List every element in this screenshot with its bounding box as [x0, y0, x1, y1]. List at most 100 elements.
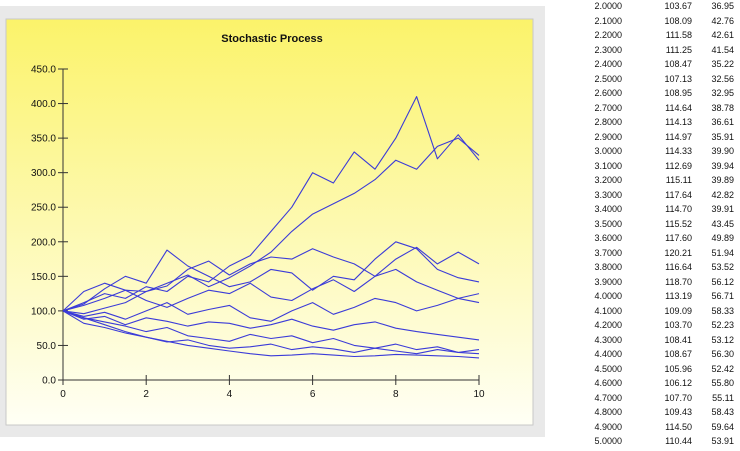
plot-background: [5, 18, 534, 426]
series-line-7: [62, 310, 480, 341]
x-tick-label: 10: [473, 389, 485, 400]
table-cell: 2.2000: [594, 30, 622, 40]
table-cell: 39.94: [711, 160, 734, 171]
table-row: 4.7000 107.70 55.11: [566, 393, 740, 408]
table-cell: 118.70: [665, 276, 692, 287]
table-cell: 117.60: [665, 233, 692, 243]
table-cell: 56.71: [711, 291, 734, 301]
table-cell: 4.8000: [594, 407, 622, 417]
table-cell: 114.33: [665, 146, 692, 156]
table-cell: 53.91: [711, 436, 734, 446]
series-line-3: [62, 246, 480, 315]
y-tick-label: 100.0: [31, 306, 56, 317]
series-line-9: [62, 310, 480, 355]
series-line-1: [62, 96, 480, 312]
table-cell: 2.0000: [594, 1, 622, 11]
table-cell: 107.13: [664, 73, 692, 84]
table-cell: 51.94: [711, 247, 734, 258]
table-cell: 2.7000: [594, 102, 622, 113]
table-cell: 109.09: [664, 305, 692, 316]
table-cell: 56.30: [711, 349, 734, 359]
table-cell: 112.69: [665, 160, 692, 171]
y-tick-label: 400.0: [31, 99, 56, 110]
series-line-6: [62, 293, 480, 322]
table-row: 2.4000 108.47 35.22: [566, 59, 740, 74]
x-tick-label: 8: [393, 389, 399, 400]
series-line-5: [62, 268, 480, 312]
table-cell: 58.33: [711, 305, 734, 316]
series-line-2: [62, 137, 480, 312]
table-cell: 4.5000: [594, 363, 622, 374]
table-cell: 55.80: [711, 378, 734, 388]
table-row: 2.1000 108.09 42.76: [566, 16, 740, 31]
y-tick-label: 250.0: [31, 203, 56, 214]
data-table: 2.0000 103.67 36.95 2.1000 108.09 42.76 2.2000…: [566, 0, 740, 451]
table-cell: 3.9000: [594, 276, 622, 287]
table-cell: 3.7000: [594, 247, 622, 258]
table-cell: 4.9000: [594, 421, 622, 432]
y-tick-label: 300.0: [31, 168, 56, 179]
table-row: 4.0000 113.19 56.71: [566, 291, 740, 306]
table-cell: 4.1000: [594, 305, 622, 316]
table-cell: 38.78: [711, 102, 734, 113]
y-tick-label: 450.0: [31, 65, 56, 76]
table-cell: 58.43: [711, 407, 734, 417]
table-cell: 2.1000: [594, 15, 622, 26]
table-cell: 2.8000: [594, 117, 622, 127]
table-cell: 4.0000: [594, 291, 622, 301]
table-cell: 108.41: [664, 334, 692, 345]
series-line-4: [62, 241, 480, 312]
table-cell: 39.90: [711, 146, 734, 156]
table-cell: 42.61: [711, 30, 734, 40]
table-cell: 109.43: [664, 407, 692, 417]
table-row: 4.2000 103.70 52.23: [566, 320, 740, 335]
table-row: 2.9000 114.97 35.91: [566, 132, 740, 147]
table-cell: 105.96: [664, 363, 692, 374]
table-cell: 4.4000: [594, 349, 622, 359]
table-cell: 108.95: [664, 88, 692, 98]
table-cell: 53.52: [711, 262, 734, 272]
table-cell: 114.70: [665, 204, 692, 214]
table-cell: 3.0000: [594, 146, 622, 156]
table-row: 4.4000 108.67 56.30: [566, 349, 740, 364]
table-cell: 106.12: [664, 378, 692, 388]
table-cell: 114.50: [665, 421, 692, 432]
chart-panel: Stochastic Process 0.0 50.0 100.0 150.0 200.…: [0, 6, 545, 437]
table-cell: 32.56: [711, 73, 734, 84]
table-cell: 2.9000: [594, 131, 622, 142]
table-row: 3.5000 115.52 43.45: [566, 219, 740, 234]
table-cell: 3.5000: [594, 218, 622, 229]
table-cell: 2.5000: [594, 73, 622, 84]
table-cell: 4.3000: [594, 334, 622, 345]
table-cell: 120.21: [664, 247, 692, 258]
x-tick-label: 4: [227, 389, 233, 400]
table-cell: 114.97: [665, 131, 692, 142]
table-cell: 35.22: [711, 59, 734, 69]
table-cell: 115.11: [665, 175, 692, 185]
table-cell: 3.6000: [594, 233, 622, 243]
table-cell: 111.25: [665, 44, 692, 55]
table-cell: 43.45: [711, 218, 734, 229]
table-row: 3.1000 112.69 39.94: [566, 161, 740, 176]
table-row: 2.0000 103.67 36.95: [566, 1, 740, 16]
table-cell: 41.54: [711, 44, 734, 55]
table-cell: 117.64: [665, 189, 692, 200]
table-cell: 56.12: [711, 276, 734, 287]
table-cell: 59.64: [711, 421, 734, 432]
table-cell: 42.82: [711, 189, 734, 200]
table-cell: 55.11: [712, 392, 734, 403]
table-row: 3.9000 118.70 56.12: [566, 277, 740, 292]
table-row: 3.4000 114.70 39.91: [566, 204, 740, 219]
table-cell: 36.95: [711, 1, 734, 11]
table-cell: 2.6000: [594, 88, 622, 98]
table-row: 4.1000 109.09 58.33: [566, 306, 740, 321]
table-cell: 113.19: [665, 291, 692, 301]
table-row: 3.0000 114.33 39.90: [566, 146, 740, 161]
y-tick-label: 350.0: [31, 134, 56, 145]
table-cell: 115.52: [665, 218, 692, 229]
table-cell: 52.23: [711, 320, 734, 330]
table-cell: 4.6000: [594, 378, 622, 388]
table-row: 3.3000 117.64 42.82: [566, 190, 740, 205]
table-cell: 3.4000: [594, 204, 622, 214]
table-cell: 3.1000: [594, 160, 622, 171]
